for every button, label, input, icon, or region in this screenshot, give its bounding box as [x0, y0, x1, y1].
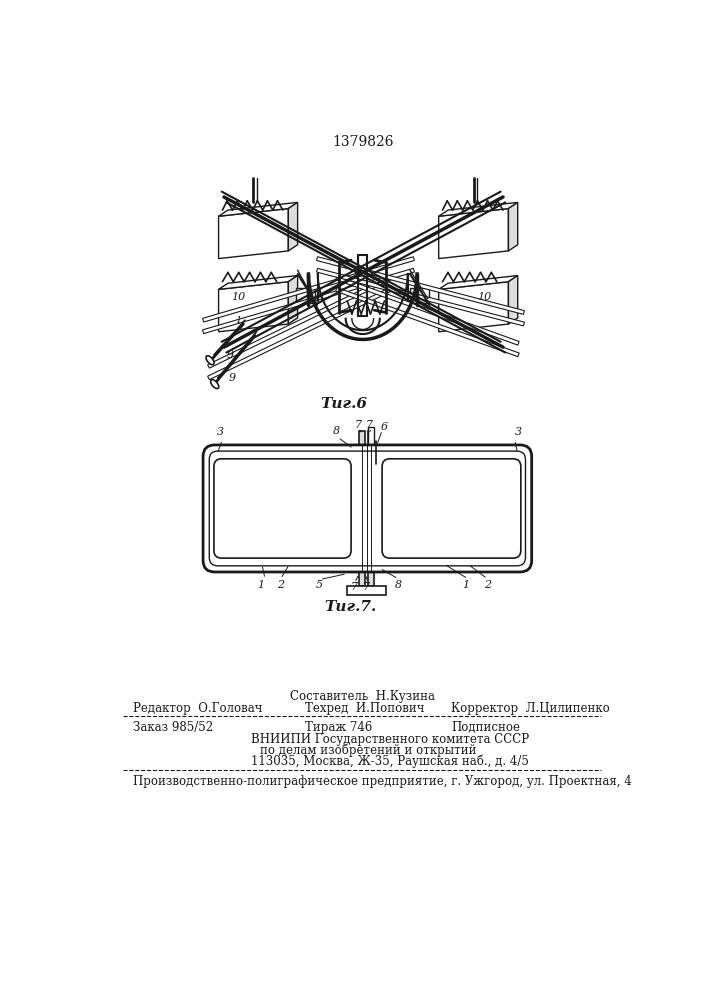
Text: 3: 3 — [515, 427, 522, 437]
Text: ВНИИПИ Государственного комитета СССР: ВНИИПИ Государственного комитета СССР — [251, 733, 530, 746]
Polygon shape — [317, 257, 525, 314]
Bar — [368, 572, 374, 586]
Polygon shape — [218, 202, 298, 216]
Polygon shape — [438, 202, 518, 216]
Text: 7: 7 — [366, 420, 373, 430]
Text: Редактор  О.Головач: Редактор О.Головач — [134, 702, 263, 715]
Bar — [410, 288, 428, 303]
Bar — [357, 445, 376, 572]
Text: Подписное: Подписное — [451, 721, 520, 734]
Text: 1379826: 1379826 — [332, 135, 394, 149]
Polygon shape — [438, 282, 508, 332]
FancyBboxPatch shape — [203, 445, 532, 572]
Polygon shape — [208, 276, 392, 368]
Text: 7: 7 — [362, 582, 369, 592]
Polygon shape — [438, 209, 508, 259]
Text: Тираж 746: Тираж 746 — [305, 721, 373, 734]
Text: Τиг.7.: Τиг.7. — [325, 600, 376, 614]
Ellipse shape — [211, 380, 218, 389]
Text: 8: 8 — [333, 426, 340, 436]
Text: Производственно-полиграфическое предприятие, г. Ужгород, ул. Проектная, 4: Производственно-полиграфическое предприя… — [134, 774, 632, 788]
Polygon shape — [336, 276, 519, 345]
Text: 7: 7 — [351, 582, 358, 592]
Text: 10: 10 — [230, 292, 245, 302]
Text: 5: 5 — [316, 580, 323, 590]
Text: Заказ 985/52: Заказ 985/52 — [134, 721, 214, 734]
Polygon shape — [202, 268, 414, 334]
Text: 113035, Москва, Ж-35, Раушская наб., д. 4/5: 113035, Москва, Ж-35, Раушская наб., д. … — [251, 754, 529, 768]
Polygon shape — [218, 282, 288, 332]
Bar — [358, 255, 368, 316]
Text: по делам изобретений и открытий: по делам изобретений и открытий — [260, 744, 477, 757]
Text: Τиг.6: Τиг.6 — [321, 397, 368, 411]
Text: 6: 6 — [381, 422, 388, 432]
FancyBboxPatch shape — [382, 459, 521, 558]
Polygon shape — [288, 276, 298, 324]
Text: 3: 3 — [216, 427, 223, 437]
Text: Техред  И.Попович: Техред И.Попович — [305, 702, 425, 715]
Text: 1: 1 — [257, 580, 264, 590]
Polygon shape — [288, 202, 298, 251]
Text: 1: 1 — [462, 580, 469, 590]
Bar — [296, 288, 315, 303]
Polygon shape — [208, 288, 392, 380]
Text: 9: 9 — [228, 373, 235, 383]
Bar — [359, 572, 365, 586]
Text: 1: 1 — [235, 316, 241, 325]
Text: 2: 2 — [484, 580, 491, 590]
Ellipse shape — [206, 356, 214, 365]
Text: 2: 2 — [277, 580, 284, 590]
Polygon shape — [508, 276, 518, 324]
Bar — [347, 586, 386, 595]
Bar — [359, 431, 365, 445]
Polygon shape — [438, 276, 518, 289]
Text: Корректор  Л.Цилипенко: Корректор Л.Цилипенко — [451, 702, 610, 715]
Polygon shape — [202, 257, 414, 322]
Polygon shape — [336, 288, 519, 357]
Text: 9: 9 — [227, 350, 234, 360]
Text: 7: 7 — [354, 420, 362, 430]
FancyBboxPatch shape — [209, 451, 525, 566]
Polygon shape — [218, 276, 298, 289]
Text: Составитель  Н.Кузина: Составитель Н.Кузина — [291, 690, 436, 703]
Text: 8: 8 — [395, 580, 402, 590]
Bar — [368, 427, 374, 445]
FancyBboxPatch shape — [214, 459, 351, 558]
Polygon shape — [218, 209, 288, 259]
Bar — [368, 431, 374, 445]
Polygon shape — [317, 268, 525, 326]
Text: 10: 10 — [477, 292, 491, 302]
Polygon shape — [508, 202, 518, 251]
